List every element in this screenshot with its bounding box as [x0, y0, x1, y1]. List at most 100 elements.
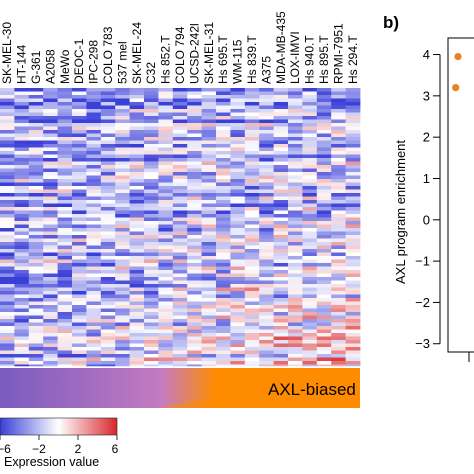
heatmap-cell [129, 238, 145, 243]
heatmap-cell [288, 102, 303, 106]
heatmap-cell [14, 347, 30, 351]
heatmap-cell [244, 158, 260, 162]
heatmap-cell [43, 235, 58, 239]
heatmap-cell [57, 312, 73, 316]
heatmap-cell [115, 336, 130, 341]
sample-label: HT-144 [15, 44, 29, 84]
heatmap-cell [86, 322, 102, 327]
heatmap-cell [230, 228, 246, 232]
heatmap-cell [57, 214, 73, 218]
heatmap-cell [302, 228, 318, 232]
heatmap-cell [14, 123, 30, 127]
heatmap-cell [259, 224, 274, 229]
heatmap-cell [144, 91, 159, 96]
heatmap-cell [14, 235, 30, 239]
heatmap-cell [244, 112, 260, 117]
heatmap-cell [144, 256, 159, 260]
y-tick-label: 4 [423, 47, 430, 62]
heatmap-cell [259, 298, 274, 302]
heatmap-cell [244, 105, 260, 110]
heatmap-cell [158, 270, 174, 274]
heatmap-cell [100, 168, 116, 173]
heatmap-cell [273, 221, 289, 225]
heatmap-cell [201, 347, 217, 351]
heatmap-cell [86, 175, 102, 180]
heatmap-cell [72, 168, 87, 173]
heatmap-cell [86, 196, 102, 201]
heatmap-cell [115, 140, 130, 145]
heatmap-cell [230, 130, 246, 134]
heatmap-cell [100, 91, 116, 96]
heatmap-cell [72, 119, 87, 124]
heatmap-cell [345, 350, 361, 355]
heatmap-cell [201, 158, 217, 162]
heatmap-cell [100, 242, 116, 246]
heatmap-cell [302, 133, 318, 138]
heatmap-cell [259, 196, 274, 201]
heatmap-cell [230, 252, 246, 257]
heatmap-cell [259, 280, 274, 285]
heatmap-cell [187, 109, 202, 113]
heatmap-cell [115, 270, 130, 274]
heatmap-cell [316, 189, 332, 194]
heatmap-cell [259, 210, 274, 215]
heatmap-cell [28, 105, 44, 110]
heatmap-cell [316, 336, 332, 341]
heatmap-cell [144, 350, 159, 355]
heatmap-cell [244, 245, 260, 250]
sample-label: A375 [259, 56, 273, 84]
heatmap-cell [57, 161, 73, 166]
heatmap-cell [230, 102, 246, 106]
y-tick-label: 3 [423, 88, 430, 103]
heatmap-cell [43, 91, 58, 96]
heatmap-cell [201, 196, 217, 201]
sample-label: Hs 294.T [346, 35, 360, 84]
heatmap-cell [273, 252, 289, 257]
heatmap-cell [273, 294, 289, 299]
heatmap-cell [129, 154, 145, 159]
heatmap-cell [259, 207, 274, 211]
heatmap-cell [172, 186, 188, 190]
heatmap-cell [100, 305, 116, 309]
heatmap-cell [144, 329, 159, 334]
heatmap-cell [288, 273, 303, 278]
heatmap-cell [288, 361, 303, 365]
heatmap-cell [288, 200, 303, 204]
heatmap-cell [158, 91, 174, 96]
heatmap-cell [316, 231, 332, 236]
heatmap-cell [144, 102, 159, 106]
heatmap-cell [302, 357, 318, 362]
heatmap-cell [172, 95, 188, 99]
heatmap-cell [201, 298, 217, 302]
heatmap-cell [331, 193, 346, 197]
heatmap-cell [201, 168, 217, 173]
heatmap-cell [57, 193, 73, 197]
heatmap-cell [14, 336, 30, 341]
heatmap-cell [288, 147, 303, 152]
heatmap-cell [57, 343, 73, 348]
heatmap-cell [201, 354, 217, 358]
heatmap-cell [28, 158, 44, 162]
heatmap-cell [273, 319, 289, 323]
heatmap-cell [259, 259, 274, 264]
heatmap-cell [86, 200, 102, 204]
heatmap-cell [288, 256, 303, 260]
heatmap-cell [86, 221, 102, 225]
heatmap-cell [14, 161, 30, 166]
sample-label: C32 [144, 62, 158, 84]
heatmap-cell [57, 144, 73, 148]
heatmap-cell [100, 280, 116, 285]
heatmap-cell [172, 354, 188, 358]
heatmap-cell [302, 182, 318, 187]
heatmap-cell [144, 214, 159, 218]
heatmap-cell [259, 273, 274, 278]
heatmap-cell [115, 228, 130, 232]
heatmap-cell [158, 361, 174, 365]
heatmap-cell [187, 343, 202, 348]
heatmap-cell [259, 312, 274, 316]
heatmap-cell [331, 329, 346, 334]
heatmap-cell [14, 109, 30, 113]
heatmap-cell [129, 350, 145, 355]
heatmap-cell [43, 350, 58, 355]
